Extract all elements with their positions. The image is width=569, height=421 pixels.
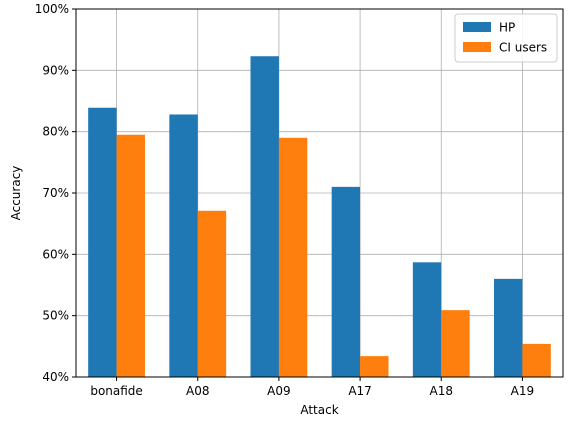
x-axis-label: Attack [300, 403, 338, 417]
bars [88, 56, 551, 378]
y-tick-label: 40% [42, 370, 69, 384]
x-tick-label: A18 [430, 384, 453, 398]
x-tick-label: A08 [186, 384, 209, 398]
legend-swatch [463, 42, 491, 52]
legend-label: HP [499, 21, 515, 35]
x-axis-ticks: bonafide A08 A09 A17 A18 A19 [90, 377, 534, 398]
y-tick-label: 100% [35, 2, 69, 16]
bar [278, 137, 308, 377]
bar [331, 186, 361, 377]
legend-swatch [463, 22, 491, 32]
bar [360, 356, 389, 377]
y-axis-label: Accuracy [9, 166, 23, 221]
bar [116, 134, 145, 377]
y-tick-label: 70% [42, 186, 69, 200]
bar [169, 114, 198, 377]
bar [412, 262, 442, 377]
y-tick-label: 80% [42, 125, 69, 139]
y-tick-label: 60% [42, 247, 69, 261]
legend-label: CI users [499, 41, 547, 55]
x-tick-label: A09 [267, 384, 290, 398]
y-tick-label: 90% [42, 63, 69, 77]
bar [441, 310, 470, 377]
legend: HP CI users [454, 13, 558, 63]
bar [522, 343, 551, 377]
y-tick-label: 50% [42, 309, 69, 323]
grid [76, 8, 563, 378]
x-tick-label: bonafide [90, 384, 142, 398]
y-axis-ticks: 40% 50% 60% 70% 80% 90% 100% [35, 2, 76, 384]
bar [197, 210, 227, 377]
x-tick-label: A17 [348, 384, 371, 398]
x-tick-label: A19 [511, 384, 534, 398]
bar [88, 107, 117, 377]
bar [250, 56, 279, 378]
bar [494, 278, 523, 377]
